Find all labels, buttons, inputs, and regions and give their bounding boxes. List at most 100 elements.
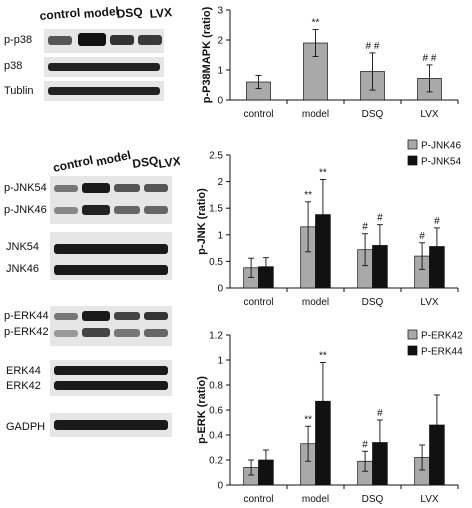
y-tick-label: 1 <box>217 356 223 367</box>
x-tick-label: DSQ <box>362 297 384 308</box>
significance-mark: # # <box>366 41 380 52</box>
y-tick-label: 0.8 <box>209 381 223 392</box>
blot1-header-control: control <box>39 5 81 22</box>
significance-mark: # <box>377 213 383 224</box>
blot2-row-gadph: GADPH <box>6 421 45 433</box>
x-tick-label: control <box>243 297 273 308</box>
x-tick-label: model <box>302 297 329 308</box>
blot2-row-p-jnk46: p-JNK46 <box>4 204 47 216</box>
band <box>48 63 160 71</box>
y-axis-title: p-ERK (ratio) <box>196 376 208 444</box>
blot2-row-p-jnk54: p-JNK54 <box>4 182 47 194</box>
y-tick-label: 2 <box>217 177 223 188</box>
significance-mark: # <box>419 231 425 242</box>
y-tick-label: 2 <box>217 36 223 47</box>
band <box>54 265 168 275</box>
y-axis-title: p-P38MAPK (ratio) <box>201 6 213 103</box>
significance-mark: # <box>362 439 368 450</box>
legend-label: P-ERK42 <box>421 331 463 342</box>
chart-3: 0 0.2 0.4 0.6 0.8 1 1.2 p-ERK (ratio) control mod… <box>196 329 463 505</box>
significance-mark: ** <box>304 414 312 425</box>
blot-panel-p38: control model DSQ LVX p-p38 p38 Tublin <box>4 4 173 101</box>
band <box>144 184 168 192</box>
blot1-header-dsq: DSQ <box>116 5 143 21</box>
band <box>54 185 78 192</box>
band <box>114 206 140 214</box>
legend-label: P-ERK44 <box>421 347 463 358</box>
y-tick-label: 0.4 <box>209 431 223 442</box>
band <box>114 184 140 192</box>
band <box>144 329 168 337</box>
significance-mark: # <box>377 408 383 419</box>
chart-1: 0 1 2 3 p-P38MAPK (ratio) control model ** DSQ # … <box>201 6 459 120</box>
y-tick-label: 0 <box>217 284 223 295</box>
y-tick-label: 3 <box>217 6 223 17</box>
blot1-row-tublin: Tublin <box>4 85 34 97</box>
band <box>48 36 72 45</box>
band <box>54 330 78 337</box>
legend-swatch <box>407 345 418 356</box>
blot2-row-jnk46: JNK46 <box>6 263 39 275</box>
band <box>144 312 168 320</box>
band <box>82 328 110 337</box>
x-tick-label: model <box>302 494 329 505</box>
y-tick-label: 0.6 <box>209 406 223 417</box>
band <box>54 313 78 320</box>
y-tick-label: 1 <box>217 66 223 77</box>
y-tick-label: 2.5 <box>209 151 223 162</box>
legend-swatch <box>407 155 418 166</box>
y-tick-label: 0 <box>217 481 223 492</box>
band <box>82 205 110 215</box>
legend-label: P-JNK54 <box>421 157 461 168</box>
x-tick-label: DSQ <box>362 494 384 505</box>
blot-panel-jnk-erk: control model DSQ LVX p-JNK54 p-JNK46 JN… <box>4 148 180 437</box>
band <box>82 183 110 193</box>
blot2-row-p-erk42: p-ERK42 <box>4 326 49 338</box>
significance-mark: ** <box>319 351 327 362</box>
band <box>82 311 110 321</box>
significance-mark: # <box>362 222 368 233</box>
blot2-row-erk44: ERK44 <box>6 365 41 377</box>
y-tick-label: 1.2 <box>209 331 223 342</box>
band <box>54 381 168 390</box>
x-tick-label: LVX <box>420 109 438 120</box>
significance-mark: # <box>434 216 440 227</box>
significance-mark: ** <box>312 18 320 29</box>
blot2-row-jnk54: JNK54 <box>6 241 39 253</box>
legend-swatch <box>407 139 418 150</box>
band <box>78 33 106 46</box>
band <box>54 420 168 430</box>
x-tick-label: control <box>243 494 273 505</box>
chart-2: 0 0.5 1 1.5 2 2.5 p-JNK (ratio) control model ** *… <box>196 139 461 308</box>
blot2-header-dsq: DSQ <box>131 153 159 170</box>
blot2-row-p-erk44: p-ERK44 <box>4 310 49 322</box>
legend-swatch <box>407 329 418 340</box>
band <box>54 207 78 214</box>
band <box>114 329 140 337</box>
significance-mark: # # <box>423 53 437 64</box>
blot1-row-p38: p38 <box>4 60 22 72</box>
band <box>54 366 168 375</box>
y-tick-label: 0.5 <box>209 257 223 268</box>
y-tick-label: 0.2 <box>209 456 223 467</box>
x-tick-label: LVX <box>420 494 438 505</box>
band <box>138 35 162 45</box>
significance-mark: ** <box>304 190 312 201</box>
x-tick-label: model <box>302 109 329 120</box>
x-tick-label: DSQ <box>362 109 384 120</box>
blot1-header-model: model <box>83 4 119 21</box>
legend-label: P-JNK46 <box>421 141 461 152</box>
significance-mark: ** <box>319 167 327 178</box>
band <box>114 312 140 320</box>
blot2-header-lvx: LVX <box>157 154 180 171</box>
blot1-row-p-p38: p-p38 <box>4 34 32 46</box>
band <box>54 244 168 254</box>
blot1-header-lvx: LVX <box>149 5 173 21</box>
blot2-row-erk42: ERK42 <box>6 380 41 392</box>
y-tick-label: 1.5 <box>209 204 223 215</box>
y-tick-label: 1 <box>217 230 223 241</box>
y-axis-title: p-JNK (ratio) <box>196 188 208 255</box>
band <box>144 206 168 214</box>
y-tick-label: 0 <box>217 96 223 107</box>
